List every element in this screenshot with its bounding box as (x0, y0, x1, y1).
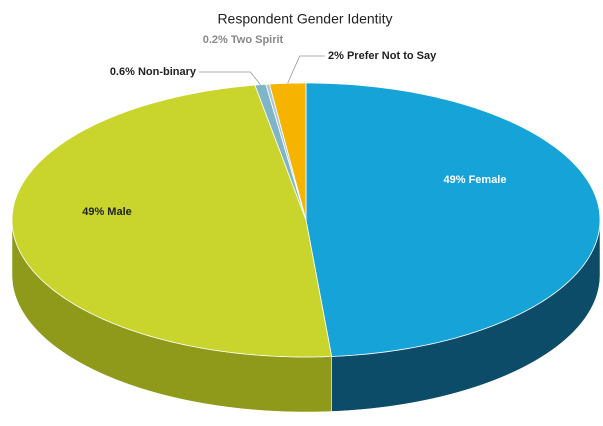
slice (11, 84, 333, 358)
data-label: 49% Male (82, 206, 132, 218)
chart-title: Respondent Gender Identity (217, 11, 392, 27)
leader-line (199, 71, 261, 85)
data-label: 0.6% Non-binary (110, 66, 197, 78)
data-label: 0.2% Two Spirit (203, 34, 284, 46)
data-label: 2% Prefer Not to Say (328, 50, 437, 62)
slice (305, 82, 601, 357)
leader-line (287, 55, 325, 84)
data-label: 49% Female (444, 174, 507, 186)
